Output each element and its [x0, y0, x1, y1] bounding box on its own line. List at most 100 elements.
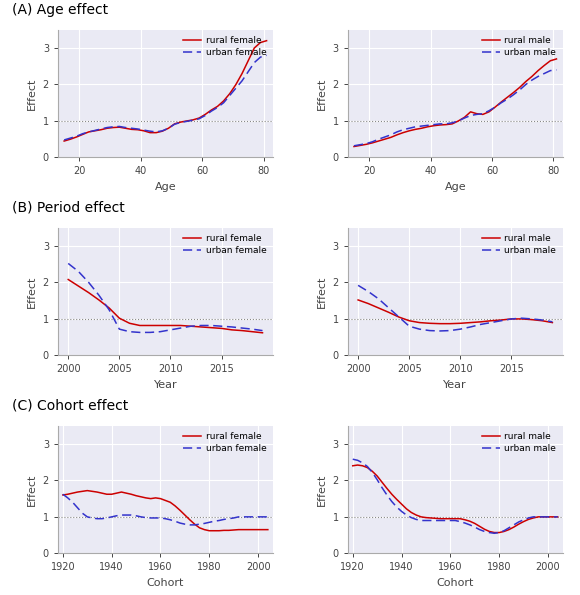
rural male	[427, 515, 434, 522]
urban female	[85, 129, 92, 136]
rural female	[257, 39, 264, 46]
rural female	[177, 322, 184, 329]
urban male	[375, 136, 382, 143]
urban female	[218, 322, 225, 330]
rural male	[510, 524, 517, 531]
urban male	[443, 120, 450, 127]
rural female	[249, 328, 256, 335]
rural male	[369, 139, 376, 146]
Line: rural female: rural female	[64, 40, 267, 141]
urban male	[354, 282, 361, 289]
rural female	[85, 129, 92, 136]
Legend: rural male, urban male: rural male, urban male	[480, 430, 558, 455]
urban male	[457, 325, 464, 333]
rural female	[218, 325, 225, 332]
rural female	[167, 499, 174, 506]
urban male	[375, 295, 382, 302]
urban male	[467, 323, 474, 330]
Line: urban male: urban male	[358, 286, 552, 331]
rural female	[159, 127, 166, 134]
urban female	[89, 515, 96, 522]
rural female	[116, 315, 123, 322]
urban male	[364, 463, 371, 470]
urban male	[466, 521, 473, 528]
rural female	[89, 488, 96, 495]
urban male	[477, 321, 484, 328]
rural female	[65, 276, 72, 283]
urban male	[432, 517, 439, 524]
rural male	[381, 136, 388, 143]
rural male	[504, 93, 511, 101]
urban female	[84, 513, 90, 521]
urban female	[196, 521, 203, 528]
rural male	[486, 528, 493, 535]
rural male	[442, 515, 449, 522]
rural female	[106, 305, 113, 312]
rural female	[122, 125, 129, 132]
rural male	[455, 117, 462, 124]
urban male	[525, 515, 532, 522]
rural female	[61, 137, 68, 145]
urban female	[182, 521, 188, 528]
urban male	[436, 120, 443, 127]
urban female	[147, 515, 154, 522]
rural female	[128, 491, 135, 498]
Line: rural male: rural male	[358, 300, 552, 324]
rural male	[406, 127, 413, 134]
urban male	[481, 528, 488, 535]
urban male	[393, 503, 400, 511]
urban male	[539, 317, 546, 324]
urban female	[202, 112, 209, 119]
urban male	[437, 517, 444, 524]
urban female	[106, 306, 113, 314]
Line: rural female: rural female	[68, 280, 263, 333]
urban male	[354, 457, 361, 464]
rural male	[403, 505, 410, 512]
rural male	[379, 478, 386, 486]
urban female	[108, 513, 115, 521]
rural male	[553, 55, 560, 62]
urban male	[510, 91, 517, 98]
urban male	[479, 110, 486, 117]
urban female	[230, 515, 237, 522]
Y-axis label: Effect: Effect	[317, 77, 327, 110]
urban female	[85, 279, 92, 286]
rural male	[436, 121, 443, 129]
urban male	[496, 529, 503, 536]
rural female	[137, 493, 144, 500]
urban female	[93, 515, 100, 522]
urban female	[113, 512, 120, 519]
urban male	[424, 122, 431, 129]
urban male	[447, 517, 454, 524]
Line: urban male: urban male	[354, 70, 556, 146]
rural female	[211, 527, 218, 534]
rural female	[165, 125, 172, 132]
rural female	[245, 57, 252, 64]
urban female	[137, 513, 144, 521]
rural female	[208, 324, 215, 331]
rural female	[153, 129, 160, 136]
rural female	[128, 126, 135, 133]
Y-axis label: Effect: Effect	[27, 77, 37, 110]
urban female	[116, 123, 123, 130]
urban male	[393, 129, 400, 136]
rural male	[443, 121, 450, 128]
rural male	[408, 509, 415, 516]
Legend: rural female, urban female: rural female, urban female	[182, 35, 268, 58]
Y-axis label: Effect: Effect	[317, 473, 327, 506]
rural female	[186, 516, 193, 524]
urban male	[535, 73, 542, 80]
urban male	[387, 131, 394, 139]
urban male	[455, 117, 462, 124]
urban female	[91, 127, 98, 134]
urban male	[413, 516, 420, 523]
rural female	[75, 283, 82, 290]
rural female	[85, 289, 92, 296]
urban female	[257, 54, 264, 61]
urban female	[133, 512, 140, 519]
urban male	[449, 119, 456, 126]
urban female	[226, 92, 233, 99]
rural male	[375, 305, 382, 312]
rural male	[528, 73, 535, 80]
urban female	[249, 325, 256, 333]
